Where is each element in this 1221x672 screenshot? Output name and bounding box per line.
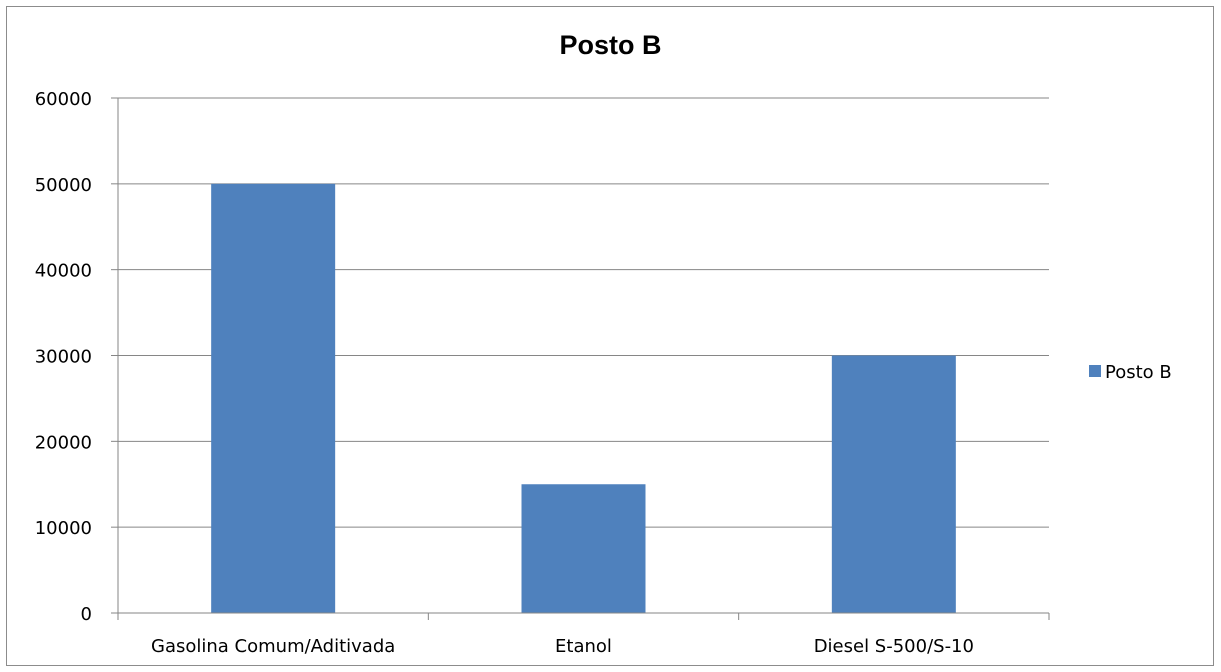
y-tick-label: 60000 [35, 89, 92, 110]
y-tick-label: 0 [81, 604, 92, 625]
legend-label: Posto B [1105, 362, 1172, 383]
bar [211, 183, 336, 614]
bars [211, 183, 956, 614]
bar [521, 484, 646, 613]
y-tick-label: 10000 [35, 518, 92, 539]
legend-swatch [1089, 365, 1101, 377]
tick-labels: 0 10000 20000 30000 40000 50000 60000 Gasolina … [35, 89, 974, 657]
y-tick-label: 20000 [35, 432, 92, 453]
legend: Posto B [1089, 362, 1172, 383]
axes [111, 97, 1050, 620]
bar [831, 355, 956, 613]
y-tick-label: 30000 [35, 347, 92, 368]
x-tick-label: Diesel S-500/S-10 [814, 636, 974, 657]
x-tick-label: Gasolina Comum/Aditivada [151, 636, 395, 657]
x-tick-label: Etanol [555, 636, 612, 657]
y-tick-label: 40000 [35, 261, 92, 282]
y-tick-label: 50000 [35, 175, 92, 196]
chart-title: Posto B [559, 30, 662, 60]
